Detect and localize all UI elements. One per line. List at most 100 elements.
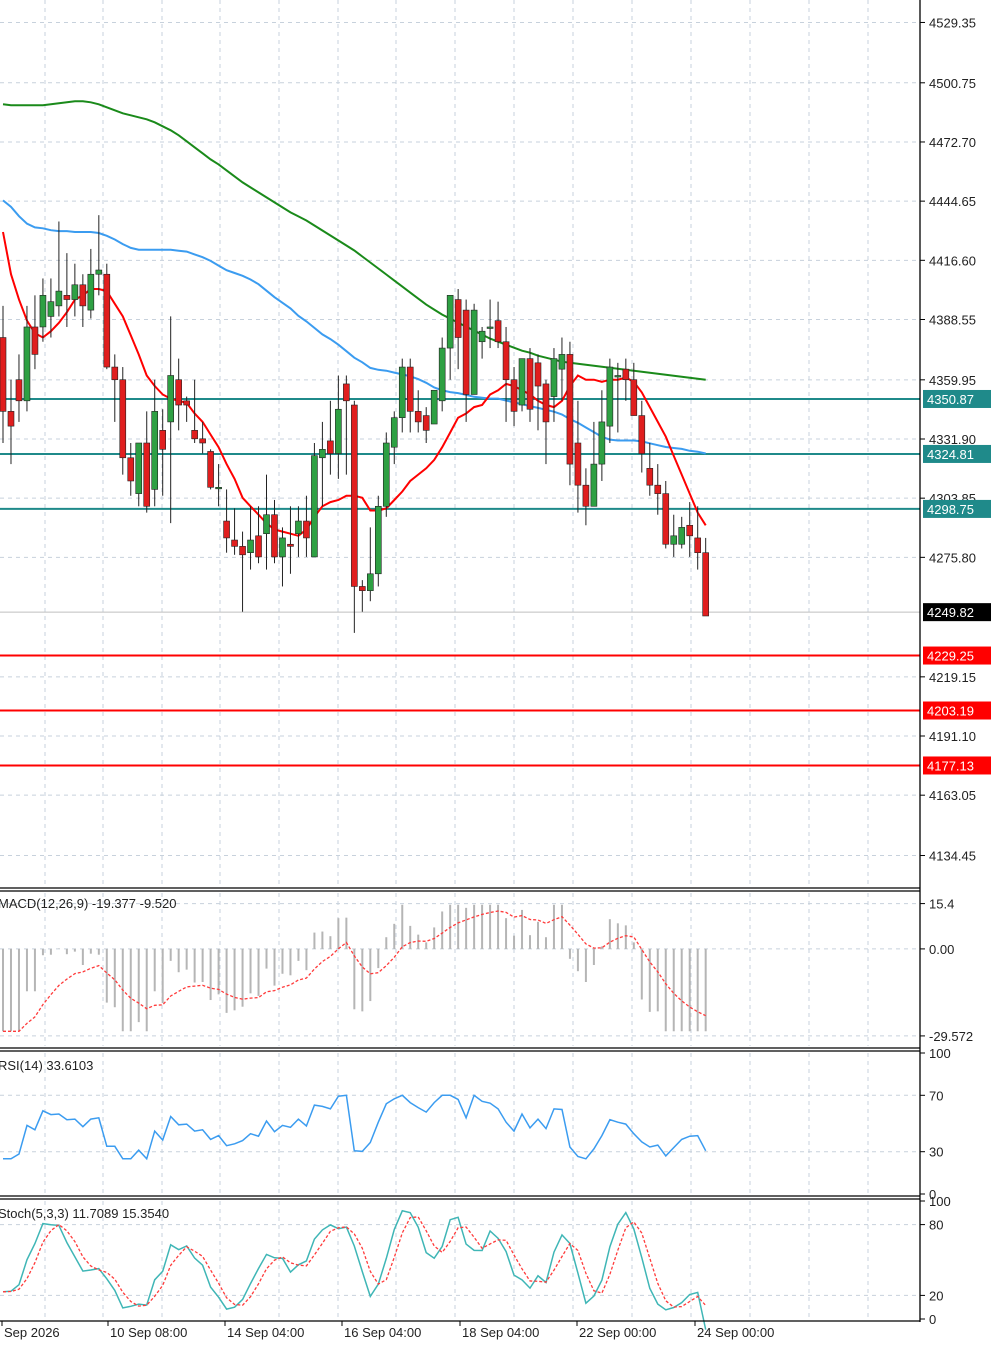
candle — [662, 480, 670, 549]
rsi-axis-tick-label: 100 — [929, 1046, 951, 1061]
price-level-label: 4203.19 — [927, 704, 974, 719]
candle — [271, 499, 278, 564]
candle — [327, 400, 334, 475]
candle — [287, 506, 294, 574]
candle-body — [127, 457, 135, 482]
candle-body — [494, 320, 502, 343]
price-level-tag — [923, 646, 991, 665]
candle-body — [335, 408, 342, 454]
candle — [686, 502, 694, 557]
stochastic-panel[interactable]: Stoch(5,3,3) 11.7089 15.3540 — [0, 1201, 920, 1330]
price-panel[interactable] — [0, 0, 920, 886]
candle — [191, 379, 198, 443]
price-axis-tick-label: 4444.65 — [929, 194, 976, 209]
macd-axis-tick-label: -29.572 — [929, 1029, 973, 1044]
rsi-grid — [0, 1053, 920, 1194]
stochastic-axis-tick-label: 20 — [929, 1288, 943, 1303]
candle — [47, 278, 55, 338]
candle-body — [598, 421, 606, 465]
candle-body — [367, 573, 374, 591]
candle-body — [71, 284, 79, 300]
candle — [0, 305, 7, 443]
candle — [23, 305, 31, 412]
time-axis: Sep 2026 10 Sep 08:00 14 Sep 04:00 16 Sep 0… — [1, 1321, 774, 1340]
price-level-tag — [923, 389, 991, 408]
candle — [382, 432, 390, 517]
macd-label: MACD(12,26,9) -19.377 -9.520 — [0, 896, 176, 911]
time-axis-tick-label: 24 Sep 00:00 — [697, 1325, 774, 1340]
candle-body — [15, 379, 23, 402]
candle-body — [231, 539, 238, 547]
candle — [470, 303, 478, 395]
candle — [590, 421, 598, 507]
candle — [311, 443, 318, 558]
candle-body — [438, 347, 446, 402]
candle-body — [486, 326, 494, 329]
candle-body — [654, 484, 662, 494]
candle-body — [287, 543, 294, 547]
price-axis-tick-label: 4529.35 — [929, 15, 976, 30]
macd-signal-line — [3, 910, 706, 1032]
candle — [135, 442, 143, 507]
candle — [494, 301, 502, 349]
price-axis-tick-label: 4275.80 — [929, 550, 976, 565]
price-axis: 4529.35 4500.75 4472.70 4444.65 4416.60 4388.… — [920, 15, 991, 864]
candle-body — [7, 411, 15, 427]
rsi-axis-tick-label: 30 — [929, 1145, 943, 1160]
candle — [414, 390, 422, 433]
candle-body — [111, 366, 119, 381]
candle-body — [79, 284, 87, 307]
stochastic-k-line — [2, 1209, 707, 1330]
candle — [478, 326, 486, 359]
candle-body — [574, 442, 582, 486]
candle-body — [630, 379, 638, 416]
candle — [446, 295, 454, 380]
candle-body — [103, 273, 111, 368]
candle-body — [510, 379, 518, 412]
candle-body — [31, 326, 39, 355]
macd-panel[interactable]: MACD(12,26,9) -19.377 -9.520 — [0, 893, 920, 1046]
candle-body — [295, 520, 302, 535]
candle-body — [566, 354, 574, 465]
candle — [558, 337, 566, 401]
candle — [598, 390, 606, 481]
candle-body — [119, 379, 127, 459]
candles — [0, 215, 709, 633]
candle-body — [398, 366, 406, 418]
price-axis-tick-label: 4416.60 — [929, 253, 976, 268]
candle — [622, 358, 630, 401]
price-level-label: 4350.87 — [927, 392, 974, 407]
candle — [582, 468, 590, 526]
candle-body — [223, 520, 230, 539]
candle — [502, 326, 510, 422]
time-axis-tick-label: Sep 2026 — [4, 1325, 60, 1340]
price-axis-tick-label: 4163.05 — [929, 788, 976, 803]
time-axis-tick-label: 18 Sep 04:00 — [462, 1325, 539, 1340]
price-axis-tick-label: 4359.95 — [929, 373, 976, 388]
candle-body — [351, 404, 358, 587]
candle — [167, 316, 174, 524]
candle-body — [678, 527, 686, 545]
candle-body — [638, 415, 646, 454]
candle-body — [143, 442, 151, 507]
candle-body — [327, 440, 334, 454]
candle — [175, 358, 182, 431]
price-axis-tick-label: 4191.10 — [929, 729, 976, 744]
candle-body — [207, 451, 214, 488]
candle-body — [319, 449, 326, 459]
candle-body — [271, 514, 278, 558]
price-axis-tick-label: 4388.55 — [929, 312, 976, 327]
candle-body — [406, 366, 414, 412]
candle-body — [462, 309, 470, 395]
candle — [239, 531, 246, 612]
candle — [319, 421, 326, 507]
candle — [359, 580, 366, 612]
candle — [143, 411, 151, 513]
rsi-panel[interactable]: RSI(14) 33.6103 — [0, 1053, 920, 1194]
candle — [295, 506, 302, 557]
candle — [606, 358, 614, 443]
rsi-axis-tick-label: 0 — [929, 1187, 936, 1202]
candle-body — [374, 505, 382, 575]
